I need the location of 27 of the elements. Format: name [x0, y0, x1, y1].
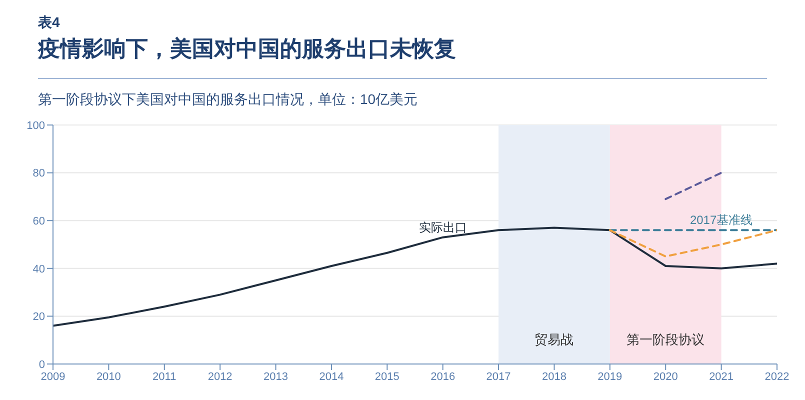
text: 表4	[38, 14, 61, 32]
y-tick-label: 100	[26, 120, 45, 132]
y-tick-label: 80	[32, 168, 45, 180]
x-tick-label: 2010	[96, 370, 121, 383]
chart-title: 疫情影响下，美国对中国的服务出口未恢复	[38, 35, 457, 63]
x-tick-label: 2018	[542, 370, 566, 383]
x-tick-label: 2020	[653, 370, 678, 383]
x-tick-label: 2009	[40, 370, 66, 383]
band-label: 贸易战	[534, 332, 574, 347]
chart-subtitle: 第一阶段协议下美国对中国的服务出口情况，单位：10亿美元	[38, 78, 767, 109]
x-tick-label: 2022	[764, 370, 790, 383]
y-tick-label: 0	[38, 358, 45, 371]
y-tick-label: 60	[32, 216, 45, 228]
y-tick-label: 40	[32, 263, 45, 276]
x-tick-label: 2016	[430, 370, 456, 383]
band-label: 第一阶段协议	[626, 332, 705, 347]
x-tick-label: 2019	[598, 370, 622, 383]
x-tick-label: 2011	[152, 370, 176, 383]
x-tick-label: 2021	[709, 370, 734, 383]
x-tick-label: 2015	[374, 370, 400, 383]
x-tick-label: 2012	[208, 370, 232, 383]
x-tick-label: 2017	[486, 370, 511, 383]
x-tick-label: 2013	[264, 370, 288, 383]
y-tick-label: 20	[32, 311, 45, 324]
series-label: 2017基准线	[690, 213, 753, 228]
series-label: 实际出口	[418, 220, 467, 234]
x-tick-label: 2014	[319, 370, 344, 383]
